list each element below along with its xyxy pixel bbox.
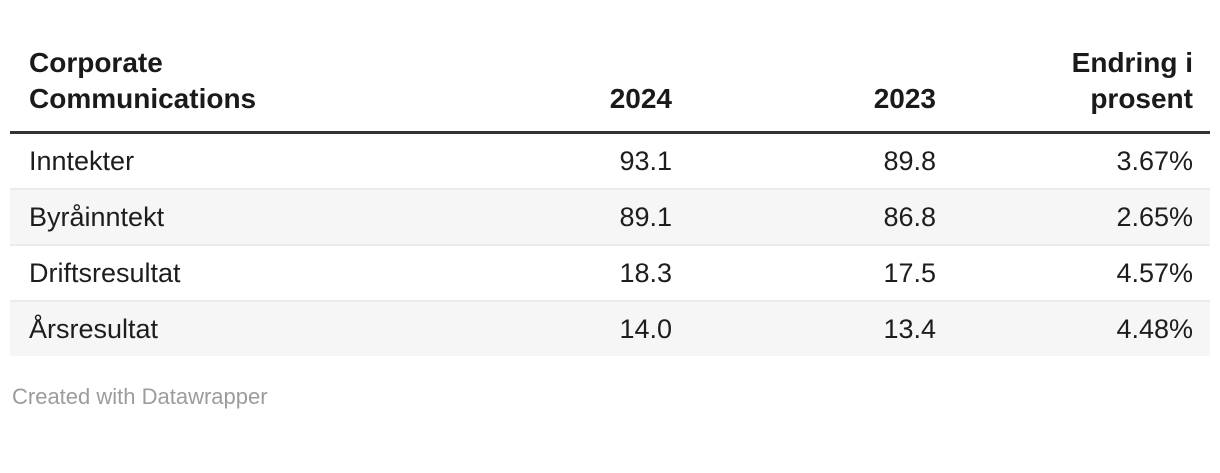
cell-2023: 89.8 [883,146,936,176]
table-row: Byråinntekt 89.1 86.8 2.65% [10,188,1210,245]
cell-2023: 86.8 [689,188,953,245]
data-table: Corporate Communications 2024 2023 Endri… [10,45,1210,356]
row-label: Driftsresultat [10,244,425,301]
datawrapper-table-chart: Corporate Communications 2024 2023 Endri… [0,45,1220,473]
column-header-2024-label: 2024 [609,83,672,114]
cell-change: 2.65% [953,188,1210,245]
cell-change: 4.48% [953,300,1210,356]
cell-change: 3.67% [1116,146,1193,176]
column-header-2023-label: 2023 [873,83,936,114]
row-label: Inntekter [29,146,135,176]
row-label: Byråinntekt [10,188,425,245]
column-header-change: Endring i prosent [953,45,1210,134]
column-header-2023: 2023 [689,45,953,134]
cell-2023: 17.5 [689,244,953,301]
header-row: Corporate Communications 2024 2023 Endri… [10,45,1210,134]
cell-2024: 14.0 [425,300,689,356]
column-header-2024: 2024 [425,45,689,134]
table-title: Corporate Communications [29,47,257,114]
cell-2024: 18.3 [425,244,689,301]
cell-2023: 13.4 [689,300,953,356]
table-row: Årsresultat 14.0 13.4 4.48% [10,300,1210,356]
cell-change: 4.57% [953,244,1210,301]
row-label: Årsresultat [10,300,425,356]
table-title-header: Corporate Communications [10,45,425,134]
table-row: Driftsresultat 18.3 17.5 4.57% [10,244,1210,301]
column-header-change-label: Endring i prosent [1071,47,1193,114]
cell-2024: 89.1 [425,188,689,245]
cell-2024: 93.1 [619,146,672,176]
table-row: Inntekter 93.1 89.8 3.67% [10,133,1210,190]
attribution-link[interactable]: Created with Datawrapper [12,384,268,409]
